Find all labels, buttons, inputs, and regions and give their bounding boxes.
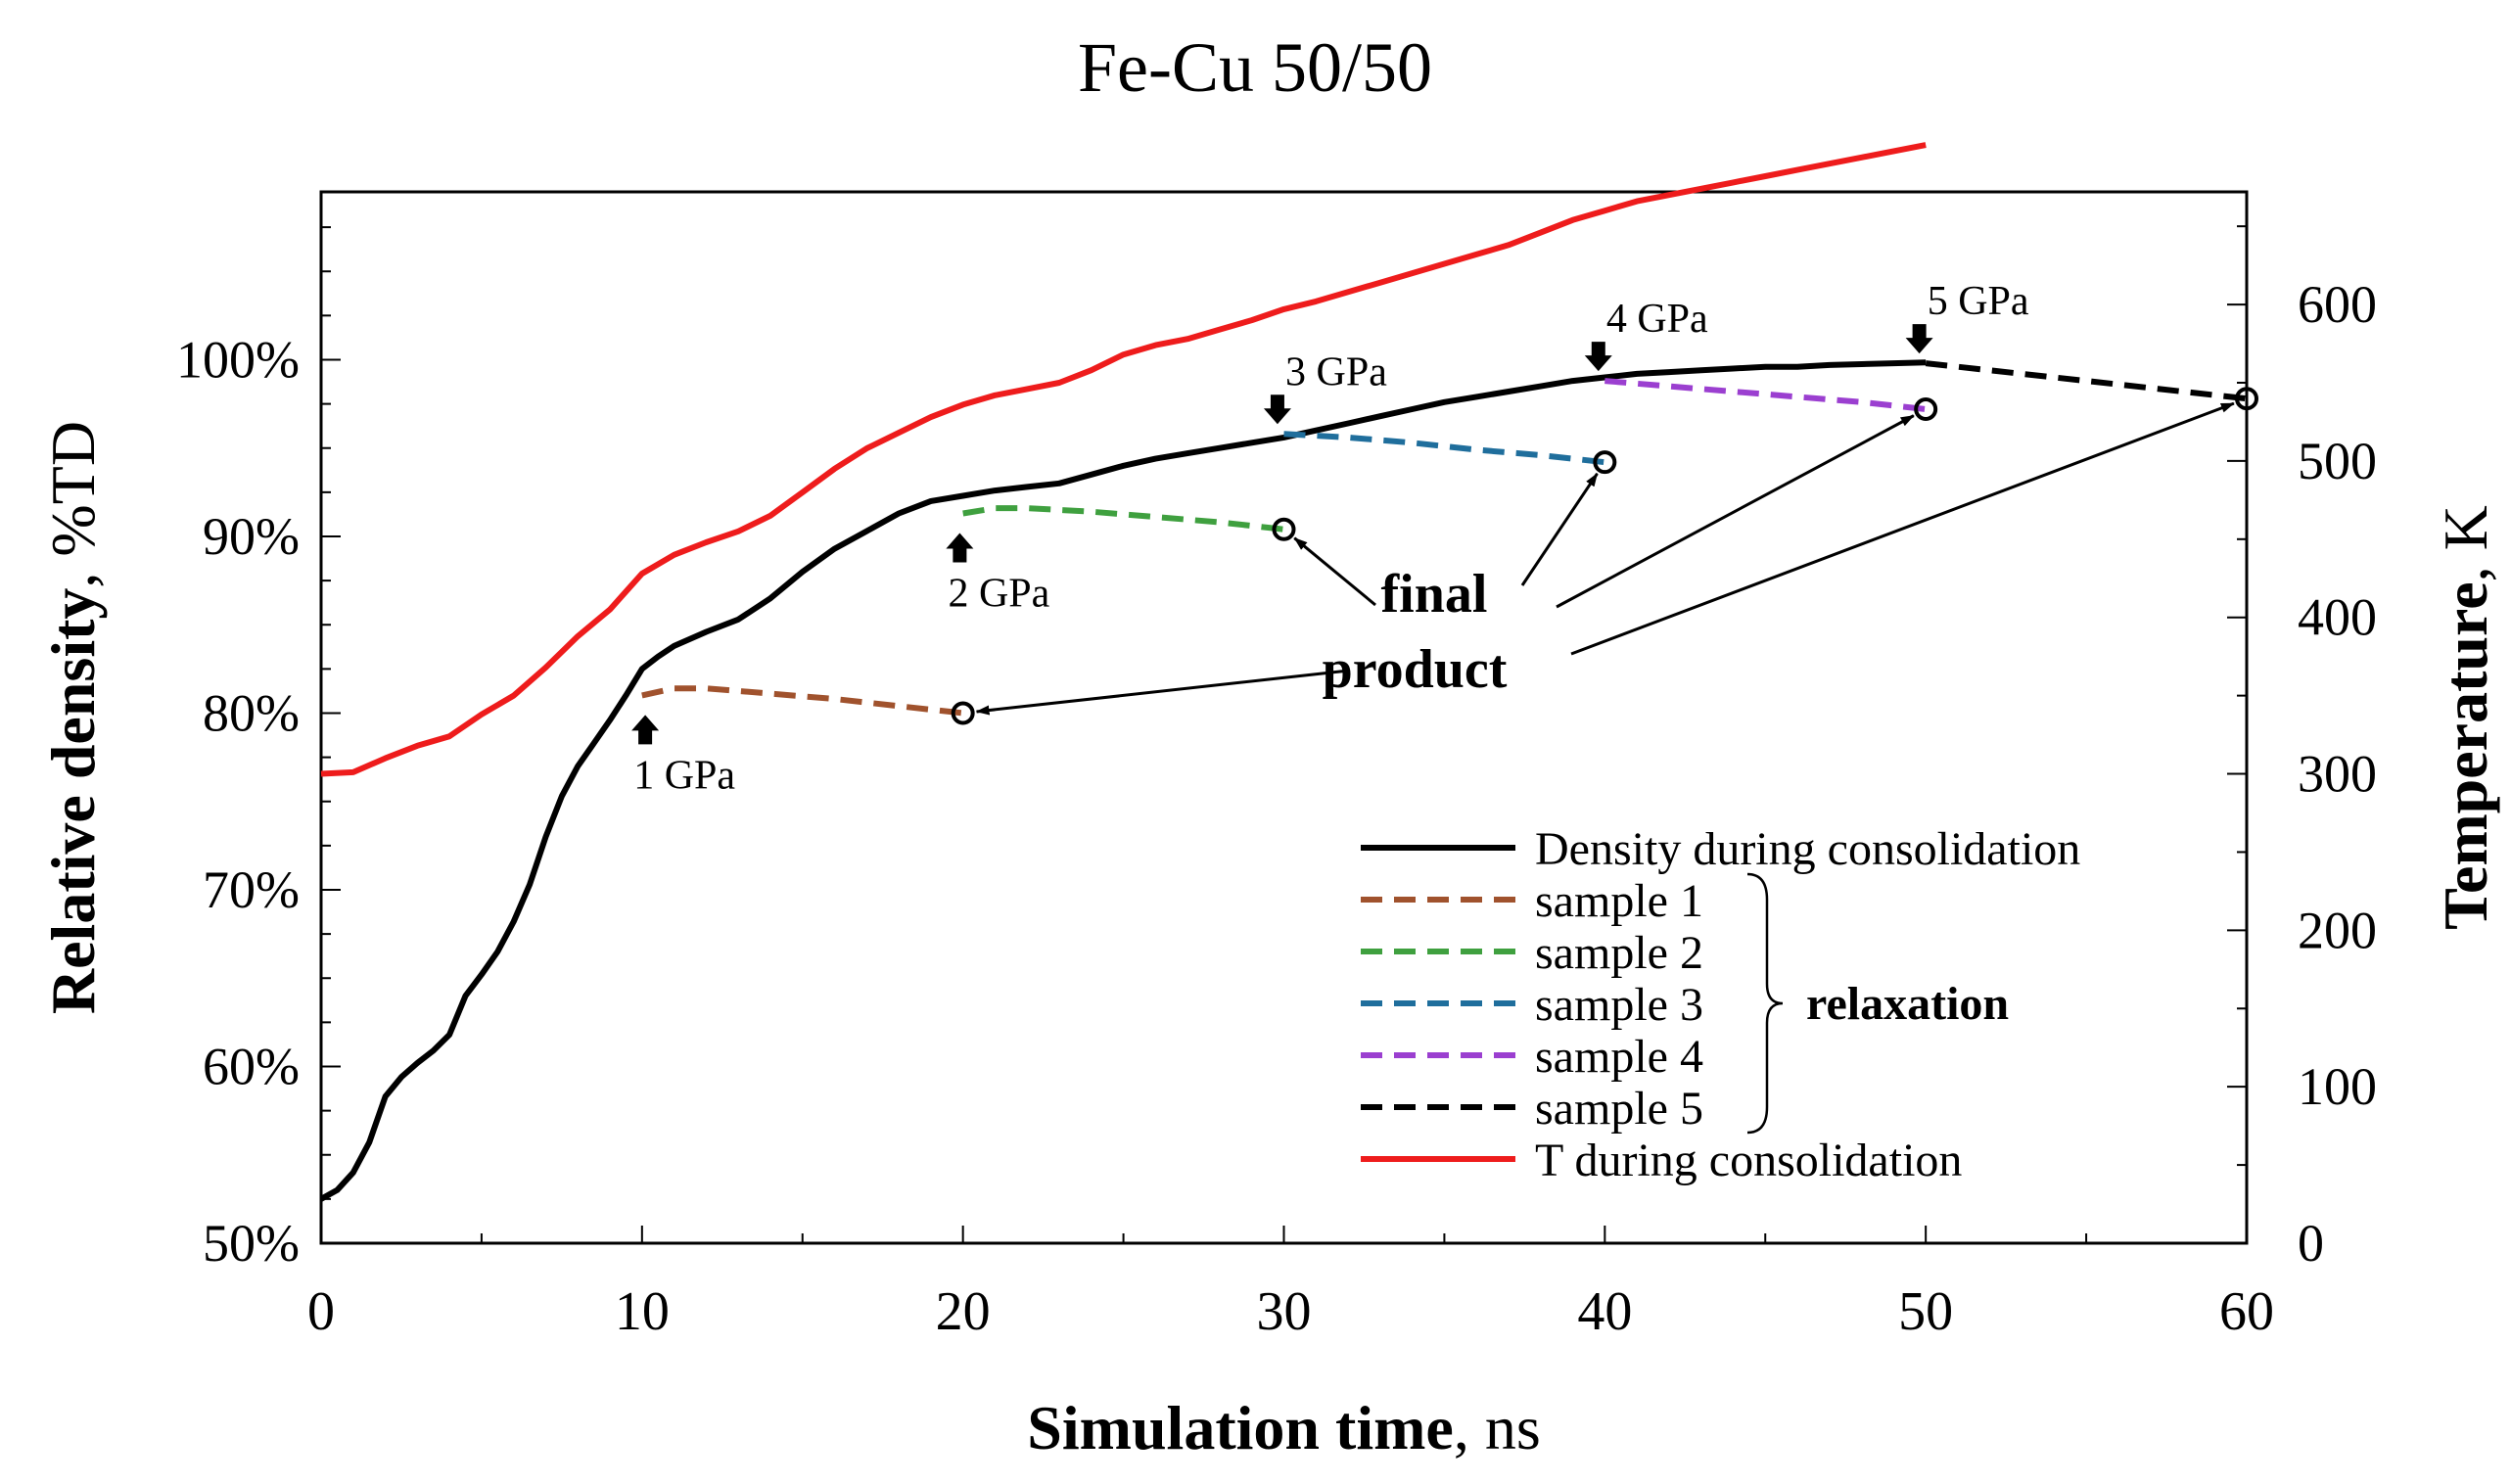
x-tick-label: 30 — [1257, 1281, 1312, 1342]
legend-label: sample 3 — [1535, 979, 1703, 1031]
final-product-point — [1914, 397, 1938, 422]
pressure-label: 3 GPa — [1285, 349, 1387, 394]
pressure-arrow-down — [1584, 342, 1612, 372]
y-right-tick-label: 400 — [2298, 588, 2377, 647]
final-product-callout-arrow — [1556, 414, 1915, 609]
x-axis-title-bold: Simulation time — [1027, 1393, 1454, 1462]
y-left-tick-label: 50% — [203, 1214, 300, 1273]
y-left-tick-label: 100% — [176, 330, 300, 389]
legend-label: sample 2 — [1535, 927, 1703, 979]
y-left-tick-label: 60% — [203, 1037, 300, 1095]
y-right-tick-label: 0 — [2298, 1214, 2324, 1273]
final-product-point — [951, 701, 975, 725]
y-left-tick-label: 80% — [203, 683, 300, 742]
x-tick-label: 60 — [2219, 1281, 2274, 1342]
final-product-callout-arrow — [975, 669, 1350, 716]
legend-label: sample 5 — [1535, 1083, 1703, 1135]
y-right-axis-title: Temperature, K — [2431, 505, 2500, 930]
x-tick-label: 20 — [936, 1281, 991, 1342]
pressure-label: 4 GPa — [1606, 297, 1708, 342]
series-line-sample-5 — [1925, 360, 2248, 402]
y-left-tick-label: 70% — [203, 860, 300, 919]
y-right-tick-label: 100 — [2298, 1057, 2377, 1116]
series-line-density-during-consolidation — [319, 359, 1927, 1202]
y-left-tick-label: 90% — [203, 507, 300, 566]
y-left-axis-title-bold: Relative density — [38, 588, 108, 1015]
pressure-arrow-down — [1905, 324, 1933, 354]
series-line-sample-1 — [641, 685, 964, 717]
x-axis-title: Simulation time, ns — [1027, 1393, 1540, 1462]
pressure-label: 5 GPa — [1928, 279, 2029, 324]
y-right-tick-label: 500 — [2298, 432, 2377, 490]
series-line-sample-2 — [962, 505, 1284, 533]
pressure-arrow-up — [946, 533, 974, 563]
series-line-sample-3 — [1283, 431, 1605, 466]
series-line-t-during-consolidation — [320, 142, 1927, 777]
x-tick-label: 40 — [1577, 1281, 1632, 1342]
legend-label: sample 4 — [1535, 1031, 1703, 1083]
x-tick-label: 0 — [307, 1281, 335, 1342]
final-product-label-line2: product — [1323, 639, 1508, 700]
pressure-label: 2 GPa — [948, 572, 1049, 617]
y-right-axis-title-rest: , K — [2431, 505, 2500, 581]
series-line-sample-4 — [1604, 378, 1927, 412]
pressure-arrow-down — [1263, 394, 1291, 425]
final-product-point — [1593, 450, 1617, 475]
relaxation-label: relaxation — [1806, 978, 2009, 1030]
pressure-arrow-up — [631, 715, 660, 745]
final-product-callout-arrow — [1520, 472, 1599, 586]
final-product-label-line1: final — [1381, 564, 1488, 625]
x-axis-title-rest: , ns — [1454, 1393, 1541, 1462]
relaxation-brace — [1746, 872, 1784, 1135]
legend-label: Density during consolidation — [1535, 823, 2080, 875]
legend-label: sample 1 — [1535, 875, 1703, 927]
x-tick-label: 50 — [1898, 1281, 1953, 1342]
y-left-axis-title: Relative density, %TD — [38, 421, 108, 1014]
x-tick-label: 10 — [615, 1281, 670, 1342]
final-product-point — [1272, 517, 1296, 541]
y-right-axis-title-bold: Temperature — [2431, 581, 2500, 930]
legend-label: T during consolidation — [1535, 1135, 1962, 1186]
y-right-tick-label: 300 — [2298, 745, 2377, 804]
final-product-callout-arrow — [1570, 401, 2235, 656]
y-right-tick-label: 600 — [2298, 275, 2377, 334]
y-right-tick-label: 200 — [2298, 901, 2377, 959]
final-product-callout-arrow — [1293, 536, 1376, 607]
chart-title: Fe-Cu 50/50 — [1078, 28, 1432, 107]
y-left-axis-title-rest: , %TD — [38, 421, 108, 588]
pressure-label: 1 GPa — [633, 753, 735, 798]
final-product-point — [2235, 387, 2258, 411]
